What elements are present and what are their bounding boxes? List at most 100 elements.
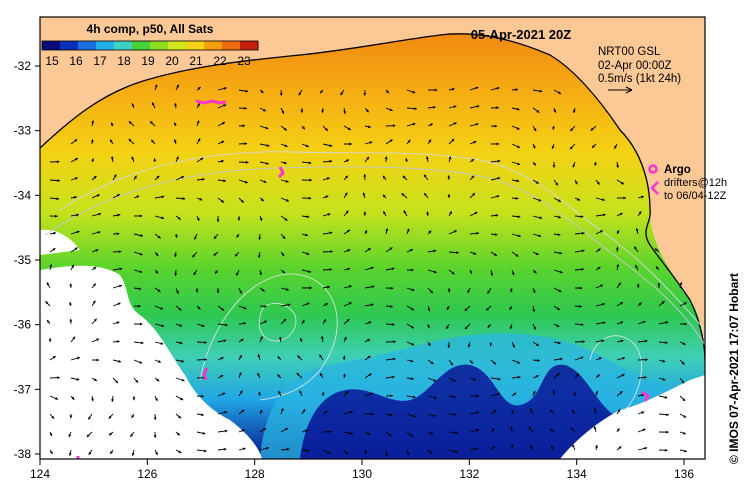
current-vector-head xyxy=(473,141,477,144)
y-tick-label: -35 xyxy=(14,253,32,267)
current-vector-head xyxy=(257,354,261,358)
current-vector-head xyxy=(662,359,666,363)
current-vector-head xyxy=(174,273,178,276)
current-vector-head xyxy=(537,358,540,362)
current-vector-head xyxy=(239,355,242,359)
current-vector-head xyxy=(258,391,262,395)
current-vector-head xyxy=(197,306,201,310)
current-vector-head xyxy=(406,228,410,232)
current-vector-head xyxy=(53,231,57,235)
current-vector-head xyxy=(572,109,576,113)
current-vector-head xyxy=(535,181,539,184)
current-vector-head xyxy=(71,264,74,268)
current-vector-head xyxy=(464,308,468,311)
colorbar-segment xyxy=(78,41,97,50)
current-vector-head xyxy=(635,264,638,268)
current-vector-head xyxy=(161,324,165,328)
current-vector-head xyxy=(240,338,244,342)
current-vector-head xyxy=(389,108,393,112)
current-vector-head xyxy=(496,142,500,146)
argo-legend-label: Argo xyxy=(664,164,691,176)
current-vector-head xyxy=(539,216,543,220)
current-vector-head xyxy=(345,451,348,455)
current-vector-head xyxy=(433,270,437,274)
current-vector-head xyxy=(266,144,270,147)
colorbar-tick-label: 15 xyxy=(45,54,59,68)
current-vector-head xyxy=(348,285,352,288)
current-vector-head xyxy=(257,255,261,258)
current-vector-head xyxy=(69,318,73,322)
current-vector-head xyxy=(555,182,558,186)
current-vector-head xyxy=(239,390,243,394)
current-vector-head xyxy=(429,450,433,454)
current-vector-head xyxy=(131,156,135,160)
current-vector-head xyxy=(216,219,220,222)
current-vector-head xyxy=(559,357,563,361)
current-vector-head xyxy=(497,392,500,396)
current-vector-head xyxy=(411,377,414,381)
current-vector-head xyxy=(363,92,367,96)
current-vector-head xyxy=(195,289,199,293)
current-vector-head xyxy=(388,433,392,437)
current-vector-head xyxy=(329,268,333,272)
current-vector-head xyxy=(349,142,352,146)
current-vector-head xyxy=(260,336,263,340)
current-vector-head xyxy=(682,398,686,401)
current-vector-head xyxy=(383,211,386,215)
current-vector-head xyxy=(411,268,414,272)
current-vector-head xyxy=(117,213,121,217)
current-vector-head xyxy=(265,126,269,130)
current-vector-head xyxy=(490,272,494,276)
current-vector-head xyxy=(116,321,120,325)
current-vector-head xyxy=(220,159,224,163)
current-vector-head xyxy=(182,197,186,201)
current-vector-head xyxy=(684,449,687,453)
current-vector-head xyxy=(371,412,374,416)
current-vector-head xyxy=(556,373,560,376)
current-vector-head xyxy=(325,303,329,306)
current-vector-head xyxy=(155,253,159,257)
current-vector-head xyxy=(367,339,371,342)
argo-legend-note: drifters@12h xyxy=(664,177,727,189)
current-vector-head xyxy=(181,378,185,382)
current-vector-head xyxy=(111,122,114,126)
current-vector-head xyxy=(320,372,323,376)
current-vector-head xyxy=(131,414,135,418)
x-tick-label: 136 xyxy=(674,467,694,481)
current-vector-head xyxy=(410,307,414,311)
current-vector-head xyxy=(615,246,619,250)
current-vector-head xyxy=(346,319,350,322)
current-vector-head xyxy=(465,326,468,330)
current-vector-head xyxy=(599,284,603,288)
current-vector-head xyxy=(620,302,624,305)
current-vector-head xyxy=(283,127,287,131)
current-vector-head xyxy=(319,354,323,358)
no-data-patch xyxy=(40,229,80,255)
current-vector-head xyxy=(636,283,640,287)
current-vector-head xyxy=(77,356,80,360)
current-vector-head xyxy=(76,377,80,381)
current-vector-head xyxy=(428,139,432,143)
current-vector-head xyxy=(320,90,323,94)
current-vector-head xyxy=(517,215,521,219)
current-vector-head xyxy=(96,358,100,362)
colorbar-scale xyxy=(42,41,259,50)
colorbar-tick-label: 19 xyxy=(141,54,155,68)
map-date: 05-Apr-2021 20Z xyxy=(471,27,571,42)
current-vector-head xyxy=(343,336,347,340)
current-vector-head xyxy=(116,340,120,344)
current-vector-head xyxy=(327,213,331,216)
current-vector-head xyxy=(46,282,50,286)
current-vector-head xyxy=(350,432,354,435)
current-vector-head xyxy=(119,267,123,271)
current-vector-head xyxy=(619,391,623,394)
current-vector-head xyxy=(320,336,324,339)
current-vector-head xyxy=(111,156,114,160)
current-scale-label: 0.5m/s (1kt 24h) xyxy=(598,73,681,85)
current-vector-head xyxy=(176,432,180,436)
current-vector-head xyxy=(161,195,165,199)
current-vector-head xyxy=(635,228,639,232)
colorbar-segment xyxy=(150,41,169,50)
current-vector-head xyxy=(634,246,637,250)
